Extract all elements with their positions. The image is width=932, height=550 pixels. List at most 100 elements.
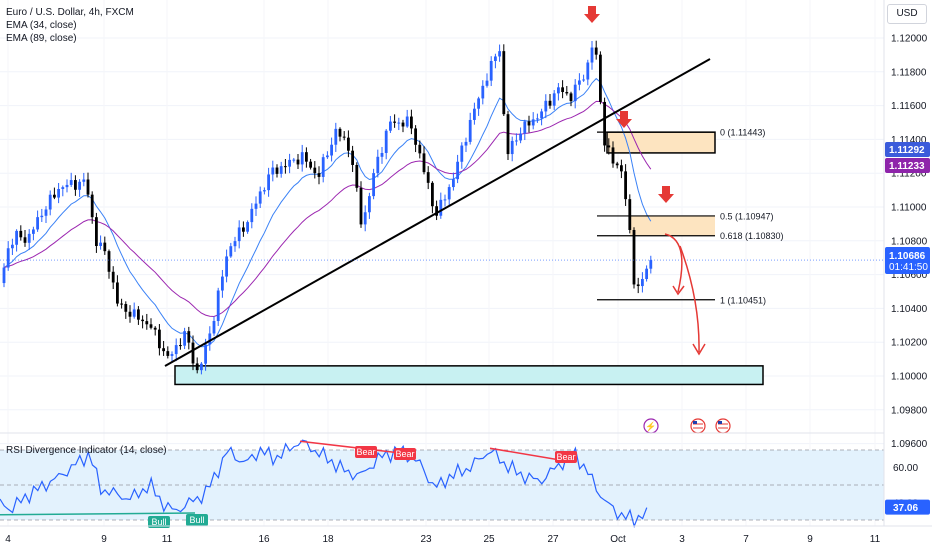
us-flag-canton — [693, 421, 697, 424]
candle-body-up — [368, 196, 371, 213]
candle-body-up — [531, 119, 535, 126]
candle-body-up — [44, 209, 48, 216]
candle-body-down — [74, 180, 77, 190]
last-price-label-bg — [885, 247, 930, 274]
candle-body-down — [128, 311, 132, 317]
candle-body-down — [145, 321, 149, 325]
candle-body-down — [506, 114, 510, 155]
candle-body-down — [124, 304, 128, 312]
candle-body-up — [292, 159, 296, 161]
candle-body-up — [456, 161, 459, 180]
candle-body-down — [305, 152, 308, 162]
candle-body-down — [620, 165, 623, 172]
candle-body-up — [233, 241, 237, 247]
candle-body-up — [498, 51, 501, 57]
candle-body-down — [565, 92, 569, 94]
candle-body-up — [372, 173, 375, 197]
candle-body-up — [380, 152, 384, 157]
candle-body-down — [355, 164, 359, 188]
ema34-price-label: 1.11292 — [889, 145, 925, 156]
candle-body-down — [548, 100, 552, 106]
candle-body-up — [32, 229, 35, 234]
candle-body-up — [27, 233, 31, 243]
candle-body-down — [95, 217, 98, 247]
time-tick-label: 27 — [547, 534, 559, 545]
price-tick-label: 1.09600 — [891, 439, 928, 450]
ema89-price-label: 1.11233 — [889, 161, 925, 172]
candle-body-down — [359, 187, 363, 225]
candle-body-up — [590, 47, 594, 63]
candle-body-down — [414, 128, 417, 145]
candle-body-down — [561, 87, 564, 93]
down-arrow-marker — [658, 186, 674, 203]
ascending-trendline — [164, 58, 711, 367]
candle-body-up — [460, 145, 464, 162]
candle-body-up — [267, 174, 270, 191]
candle-body-up — [468, 119, 472, 142]
price-tick-label: 1.11600 — [891, 101, 927, 112]
bear-divergence-line — [299, 440, 406, 455]
bear-tag: Bear — [356, 447, 375, 457]
rsi-value-label-bg — [885, 499, 930, 515]
candle-body-down — [19, 230, 23, 238]
candle-body-down — [191, 342, 195, 364]
candle-body-up — [208, 333, 212, 345]
candle-body-up — [36, 217, 39, 230]
currency-button[interactable]: USD — [887, 4, 927, 24]
bear-divergence-line — [489, 447, 564, 462]
candle-body-up — [200, 363, 203, 371]
time-tick-label: 9 — [807, 534, 813, 545]
bear-tag: Bear — [556, 452, 575, 462]
ema34-price-label-bg — [885, 142, 930, 157]
candle-body-down — [166, 351, 170, 356]
lightning-icon: ⚡ — [645, 421, 656, 433]
candle-body-up — [439, 199, 443, 216]
candle-body-up — [183, 331, 186, 346]
candle-body-up — [237, 227, 241, 242]
rsi-title[interactable]: RSI Divergence Indicator (14, close) — [6, 445, 167, 456]
candle-body-up — [78, 181, 81, 190]
candle-body-up — [321, 157, 325, 177]
candle-body-up — [263, 190, 266, 192]
support-zone — [174, 365, 764, 386]
candle-body-down — [162, 348, 165, 352]
candle-body-down — [317, 173, 321, 177]
candle-body-up — [221, 276, 224, 291]
rsi-line — [0, 439, 648, 529]
symbol-title[interactable]: Euro / U.S. Dollar, 4h, FXCM — [6, 7, 134, 18]
candle-body-up — [2, 267, 6, 284]
rsi-value-label: 37.06 — [893, 503, 918, 514]
candle-body-down — [624, 171, 627, 200]
candle-body-up — [519, 133, 522, 141]
candle-body-down — [599, 54, 602, 102]
candle-body-down — [313, 167, 317, 174]
bull-tag: Bull — [189, 515, 204, 525]
price-tick-label: 1.10200 — [891, 338, 928, 349]
bear-tag: Bear — [395, 449, 414, 459]
projection-arrowhead-2 — [692, 343, 706, 356]
time-tick-label: 16 — [258, 534, 270, 545]
candle-body-up — [40, 215, 44, 218]
candle-body-down — [149, 324, 153, 328]
candle-body-up — [6, 248, 10, 268]
bear-tag-bg — [394, 448, 416, 460]
candle-body-up — [99, 242, 102, 247]
bull-tag-bg — [186, 514, 208, 526]
candle-body-down — [111, 271, 115, 283]
candle-body-up — [389, 121, 392, 131]
price-tick-label: 1.11000 — [891, 203, 927, 214]
ema89-legend[interactable]: EMA (89, close) — [6, 33, 77, 44]
candle-body-up — [586, 62, 590, 80]
candle-body-down — [527, 121, 531, 126]
candle-body-up — [15, 230, 18, 245]
ema34-legend[interactable]: EMA (34, close) — [6, 20, 77, 31]
price-tick-label: 1.10800 — [891, 236, 928, 247]
candle-body-up — [216, 290, 220, 322]
candle-body-up — [334, 128, 338, 145]
time-tick-label: 11 — [162, 534, 173, 545]
candle-body-up — [279, 166, 283, 174]
candle-body-down — [636, 284, 640, 287]
candle-body-up — [204, 344, 207, 364]
